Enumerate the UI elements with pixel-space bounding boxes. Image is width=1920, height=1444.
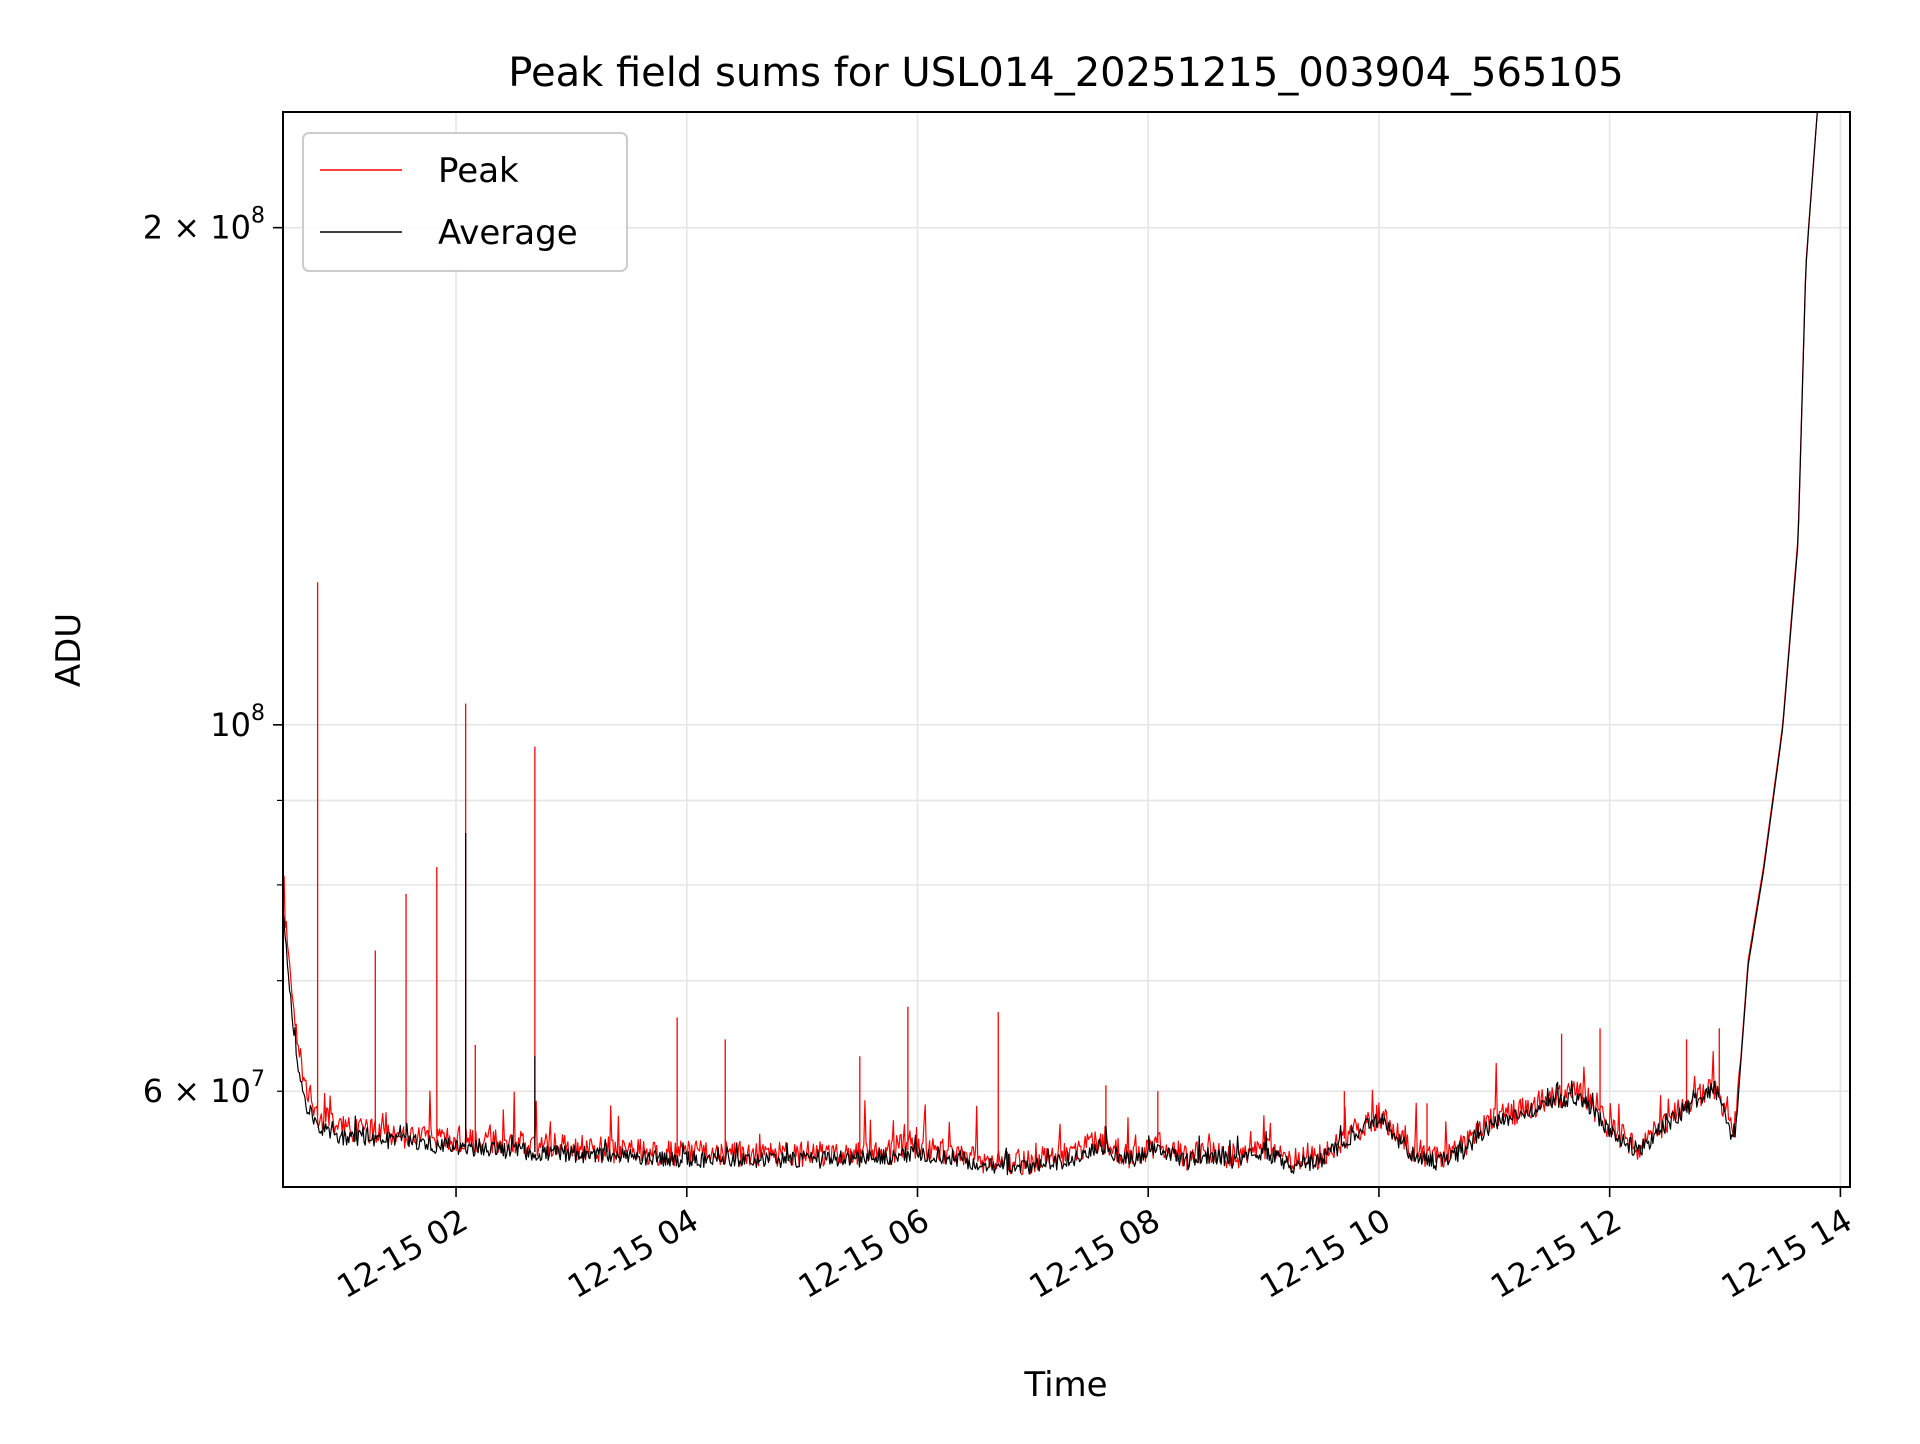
legend-box: [302, 132, 628, 272]
legend-label-peak: Peak: [438, 151, 519, 191]
y-tick-label: 2 × 108: [143, 204, 265, 247]
legend-label-average: Average: [438, 213, 578, 253]
x-tick-label: 12-15 14: [1715, 1201, 1859, 1306]
chart-title: Peak field sums for USL014_20251215_0039…: [508, 50, 1623, 96]
grid-lines: [283, 112, 1850, 1187]
x-tick-label: 12-15 08: [1023, 1201, 1167, 1306]
plot-series: [283, 112, 1818, 1176]
x-tick-label: 12-15 10: [1253, 1201, 1397, 1306]
x-tick-label: 12-15 04: [561, 1201, 705, 1306]
plot-frame: [282, 111, 1851, 1188]
y-axis-ticks: 108 2 × 108 6 × 107: [143, 204, 283, 1110]
x-axis-ticks: 12-15 02 12-15 04 12-15 06 12-15 08 12-15 10…: [330, 1187, 1858, 1306]
x-tick-label: 12-15 02: [330, 1201, 474, 1306]
y-axis-label: ADU: [49, 613, 89, 687]
y-tick-label: 108: [210, 701, 265, 744]
x-tick-label: 12-15 06: [792, 1201, 936, 1306]
series-line-average: [283, 112, 1818, 1176]
x-axis-label: Time: [1023, 1365, 1107, 1405]
legend: Peak Average: [302, 132, 628, 272]
x-tick-label: 12-15 12: [1484, 1201, 1628, 1306]
y-tick-label: 6 × 107: [143, 1067, 265, 1110]
